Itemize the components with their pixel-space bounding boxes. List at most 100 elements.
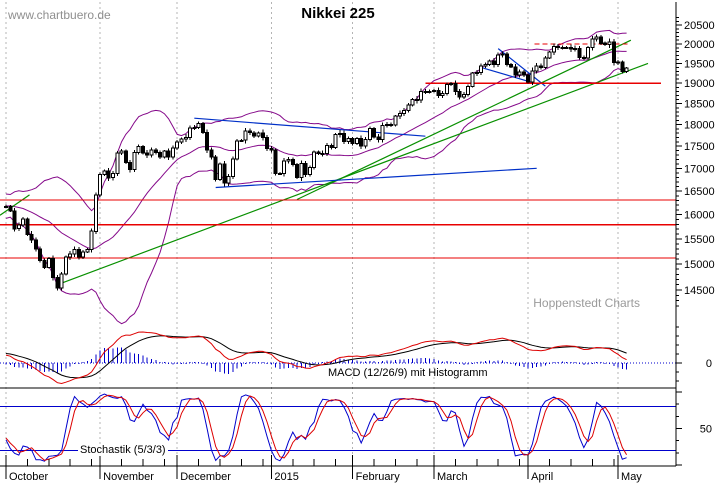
candle-body	[299, 163, 304, 179]
candle-body	[153, 149, 158, 153]
candle-body	[273, 149, 278, 175]
candle-body	[111, 173, 115, 179]
candle-body	[509, 64, 513, 68]
candle-body	[500, 53, 505, 56]
candle-body	[265, 137, 270, 149]
candle-body	[539, 65, 543, 68]
candle-body	[320, 153, 325, 156]
candle-body	[72, 248, 77, 255]
blue-trendline-resistance-dec-feb	[194, 117, 426, 137]
macd-zero-label: 0	[706, 358, 712, 370]
candle-body	[106, 170, 111, 179]
candle-body	[303, 163, 308, 175]
candle-body	[611, 41, 616, 64]
candle-body	[350, 138, 355, 145]
candle-body	[581, 56, 586, 59]
candle-body	[355, 137, 359, 145]
candle-body	[598, 36, 603, 44]
candle-body	[342, 132, 347, 143]
candle-body	[213, 156, 218, 180]
candle-body	[218, 163, 222, 180]
candle-body	[16, 224, 21, 230]
watermark-text: www.chartbuero.de	[8, 8, 111, 22]
credit-text: Hoppenstedt Charts	[533, 296, 640, 310]
candle-body	[239, 139, 244, 142]
month-label: April	[531, 471, 553, 483]
candle-body	[141, 146, 145, 154]
bollinger-band-lo	[5, 68, 627, 325]
candle-body	[25, 218, 30, 235]
green-trendline-broken-old-uptrend-top-left	[0, 194, 30, 216]
candle-body	[162, 150, 167, 158]
candle-body	[316, 151, 321, 155]
candle-body	[337, 132, 342, 136]
price-tick-label: 17000	[684, 163, 715, 175]
candle-body	[136, 146, 141, 153]
candle-body	[384, 123, 389, 126]
candle-body	[393, 115, 398, 126]
candle-body	[440, 92, 445, 96]
candle-body	[222, 163, 227, 184]
candle-body	[367, 127, 372, 141]
candle-body	[192, 126, 197, 129]
candle-body	[479, 65, 484, 74]
candle-body	[145, 152, 150, 156]
macd-signal-line	[5, 335, 627, 379]
candle-body	[325, 145, 329, 155]
candle-body	[483, 64, 488, 67]
candle-body	[59, 273, 64, 289]
candle-body	[277, 173, 282, 175]
macd-indicator-label: MACD (12/26/9) mit Histogramm	[328, 367, 488, 379]
candle-body	[252, 132, 257, 137]
candle-body	[551, 45, 556, 53]
candle-body	[376, 136, 381, 141]
candle-body	[123, 150, 128, 164]
candle-body	[329, 145, 334, 148]
stochastic-indicator-label: Stochastik (5/3/3)	[78, 444, 168, 456]
candle-body	[179, 138, 184, 143]
price-tick-label: 18500	[684, 99, 715, 111]
price-tick-label: 19500	[684, 58, 715, 70]
candle-body	[42, 259, 47, 268]
candle-body	[346, 138, 351, 143]
candle-body	[457, 91, 462, 98]
month-label: February	[356, 471, 401, 483]
candle-body	[115, 152, 120, 175]
candle-body	[81, 251, 85, 258]
candle-body	[312, 151, 317, 169]
candle-body	[158, 151, 163, 158]
candle-body	[29, 233, 34, 241]
candle-body	[51, 257, 56, 278]
candle-body	[248, 130, 252, 134]
candle-body	[419, 91, 424, 101]
candle-body	[603, 42, 608, 46]
candle-body	[85, 248, 90, 253]
candle-body	[414, 98, 419, 101]
candle-body	[530, 70, 535, 83]
candle-body	[188, 127, 192, 138]
candle-body	[453, 83, 458, 93]
candle-body	[526, 74, 531, 83]
month-label: November	[103, 471, 154, 483]
candle-body	[427, 90, 432, 93]
candle-body	[21, 218, 26, 226]
candle-body	[89, 230, 94, 250]
candle-body	[397, 112, 402, 117]
candle-body	[466, 85, 471, 96]
month-label: October	[9, 471, 48, 483]
price-tick-label: 16500	[684, 186, 715, 198]
candle-body	[46, 257, 51, 268]
candle-body	[432, 89, 436, 92]
candle-body	[93, 194, 98, 232]
candle-body	[590, 38, 595, 49]
candle-body	[521, 71, 526, 76]
price-tick-label: 19000	[684, 78, 715, 90]
candle-body	[569, 47, 573, 50]
candle-body	[496, 54, 501, 65]
candle-body	[269, 147, 274, 151]
candle-body	[444, 83, 449, 94]
candle-body	[624, 67, 629, 73]
candle-body	[290, 159, 295, 165]
candle-body	[76, 248, 81, 258]
